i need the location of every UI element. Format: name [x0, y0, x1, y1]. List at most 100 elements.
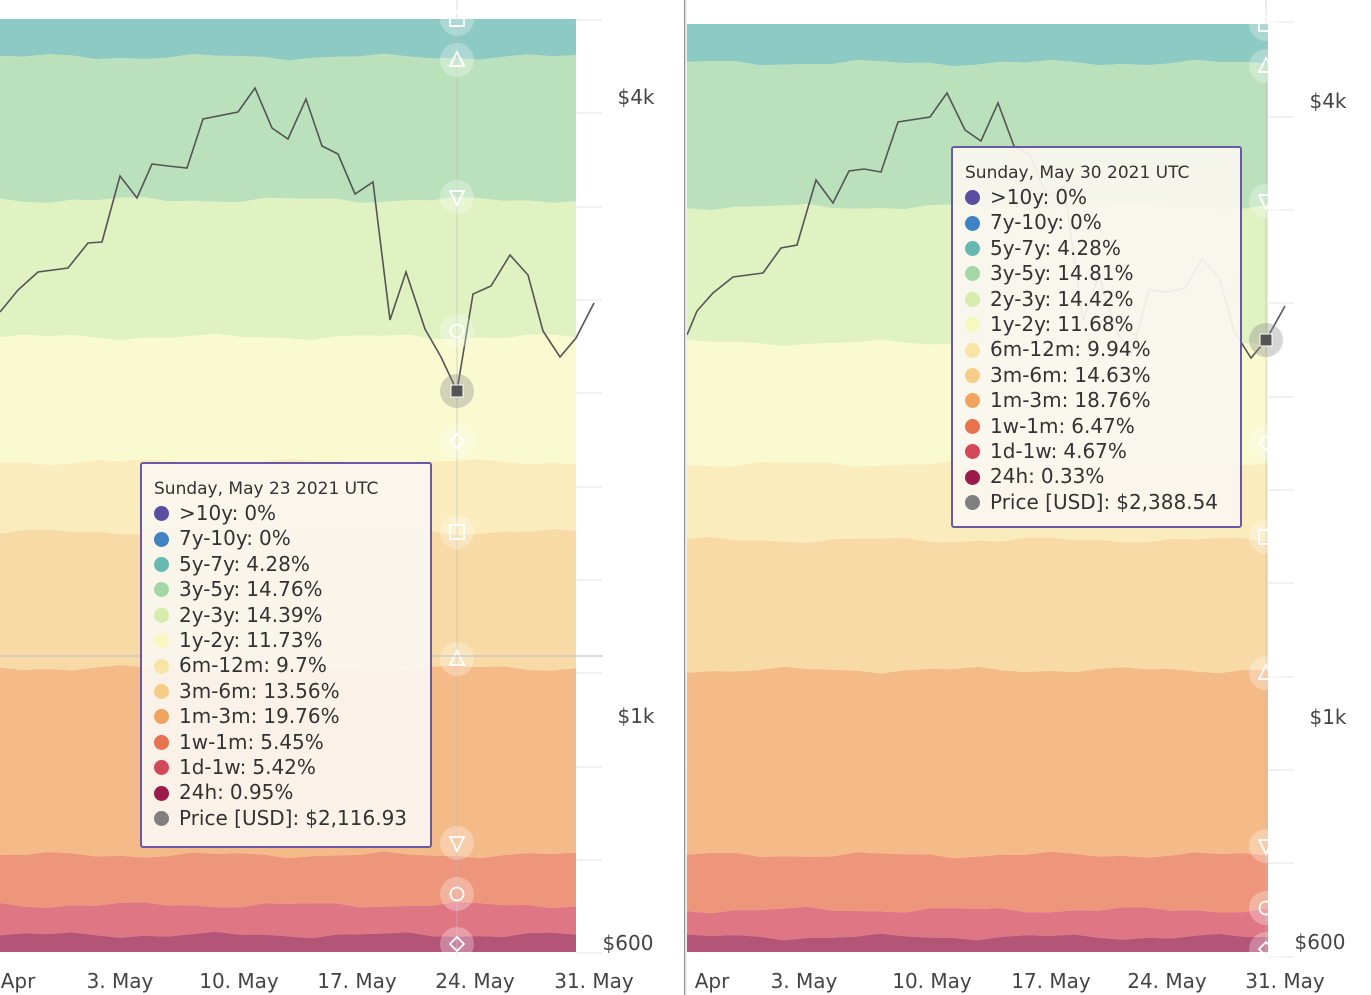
series-name: 7y-10y: — [179, 526, 253, 551]
y-tick-label: $4k — [617, 85, 654, 109]
series-value: 11.73% — [246, 628, 323, 653]
tooltip-row: 1d-1w: 5.42% — [154, 755, 420, 780]
series-name: 5y-7y: — [990, 235, 1052, 260]
series-value: 0% — [1055, 185, 1088, 209]
series-dot-icon — [154, 531, 169, 547]
series-value: 6.47% — [1071, 413, 1135, 438]
series-dot-icon — [965, 368, 980, 384]
series-name: 1m-3m: — [179, 704, 258, 729]
series-name: 1w-1m: — [179, 729, 255, 754]
x-tick-label: 31. May — [554, 969, 634, 993]
series-name: 24h: — [179, 780, 224, 805]
x-tick-label: Apr — [1, 969, 36, 993]
series-value: 4.28% — [1057, 235, 1121, 260]
x-tick-label: 10. May — [892, 969, 972, 993]
series-dot-icon — [154, 785, 169, 801]
band-5y-7y — [687, 24, 1268, 67]
series-dot-icon — [154, 811, 169, 827]
hover-marker-triangle-down — [1249, 184, 1283, 218]
band-24h — [0, 931, 576, 952]
tooltip-row-price: Price [USD]: $2,116.93 — [154, 806, 420, 831]
hover-marker-triangle-up — [440, 642, 474, 676]
series-dot-icon — [154, 506, 169, 522]
band-5y-7y — [0, 19, 576, 61]
series-value: 11.68% — [1057, 312, 1134, 337]
band-2y-3y — [0, 196, 576, 341]
tooltip-row: 1y-2y: 11.73% — [154, 628, 420, 653]
panel-divider — [684, 0, 687, 995]
hover-marker-square — [1249, 520, 1283, 554]
series-name: 2y-3y: — [179, 602, 241, 627]
band-1y-2y — [0, 333, 576, 466]
tooltip-date: Sunday, May 23 2021 UTC — [154, 479, 379, 499]
series-value: 0.33% — [1040, 464, 1105, 489]
series-name: 1m-3m: — [990, 388, 1069, 413]
series-value: 14.39% — [246, 602, 323, 627]
hover-marker-circle — [440, 314, 474, 348]
series-dot-icon — [154, 734, 169, 750]
tooltip-row: >10y: 0% — [965, 185, 1230, 210]
series-value: 14.76% — [246, 577, 323, 602]
tooltip-row: 2y-3y: 14.39% — [154, 603, 420, 628]
tooltip-row: 1m-3m: 19.76% — [154, 704, 420, 729]
hover-marker-circle — [1249, 891, 1283, 925]
x-tick-label: 17. May — [1011, 969, 1091, 993]
band-1w-1m — [687, 851, 1268, 914]
hover-marker-diamond — [1249, 426, 1283, 460]
hover-marker-triangle-up — [1249, 49, 1283, 83]
series-name: 3m-6m: — [179, 678, 258, 703]
y-tick-label: $4k — [1309, 89, 1346, 113]
y-tick-label: $600 — [603, 931, 654, 955]
x-tick-label: 17. May — [317, 969, 397, 993]
tooltip-row: 5y-7y: 4.28% — [154, 552, 420, 577]
tooltip-row: 1y-2y: 11.68% — [965, 312, 1230, 337]
tooltip-row: 2y-3y: 14.42% — [965, 287, 1230, 312]
series-value: 14.81% — [1057, 261, 1134, 286]
series-name: 1y-2y: — [990, 312, 1052, 337]
series-value: 14.42% — [1057, 286, 1134, 311]
y-tick-label: $1k — [1309, 705, 1346, 729]
tooltip-row: 3y-5y: 14.76% — [154, 577, 420, 602]
series-value: 0.95% — [229, 780, 294, 805]
series-dot-icon — [154, 760, 169, 776]
hover-marker-triangle-down — [440, 180, 474, 214]
x-tick-label: Apr — [695, 969, 730, 993]
tooltip-rows: >10y: 0% 7y-10y: 0% 5y-7y: 4.28% 3y-5y: 14.81% 2… — [965, 185, 1230, 515]
series-dot-icon — [965, 241, 980, 257]
tooltip-row: 3m-6m: 13.56% — [154, 679, 420, 704]
series-name: 6m-12m: — [179, 653, 271, 678]
price-line — [0, 86, 595, 394]
series-dot-icon — [154, 582, 169, 598]
series-dot-icon — [965, 393, 980, 409]
band-1w-1m — [0, 851, 576, 909]
series-value: 14.63% — [1074, 362, 1151, 387]
series-name: 3y-5y: — [990, 261, 1052, 286]
hover-marker-triangle-up — [1249, 656, 1283, 690]
series-dot-icon — [154, 709, 169, 725]
series-dot-icon — [965, 469, 980, 485]
tooltip-date: Sunday, May 30 2021 UTC — [965, 163, 1190, 183]
series-dot-icon — [965, 317, 980, 333]
tooltip-left: Sunday, May 23 2021 UTC >10y: 0% 7y-10y: 0%… — [140, 462, 432, 848]
tooltip-row: >10y: 0% — [154, 501, 420, 526]
series-value: 18.76% — [1074, 388, 1151, 413]
tooltip-row: 1d-1w: 4.67% — [965, 439, 1230, 464]
tooltip-row: 3m-6m: 14.63% — [965, 363, 1230, 388]
tooltip-row: 6m-12m: 9.7% — [154, 653, 420, 678]
y-tick-label: $600 — [1295, 930, 1346, 954]
series-value: 5.45% — [260, 729, 324, 754]
series-value: 0% — [244, 501, 277, 525]
hover-marker-diamond — [440, 424, 474, 458]
hover-marker-square — [440, 2, 474, 36]
series-dot-icon — [154, 607, 169, 623]
y-tick-label: $1k — [617, 704, 654, 728]
series-name: >10y: — [990, 185, 1050, 209]
hover-marker-hover — [440, 374, 474, 408]
series-dot-icon — [965, 291, 980, 307]
hover-marker-triangle-down — [440, 826, 474, 860]
tooltip-row: 1m-3m: 18.76% — [965, 388, 1230, 413]
x-tick-label: 3. May — [771, 969, 838, 993]
series-dot-icon — [154, 633, 169, 649]
series-value: 0% — [1070, 210, 1102, 235]
series-dot-icon — [965, 190, 980, 206]
